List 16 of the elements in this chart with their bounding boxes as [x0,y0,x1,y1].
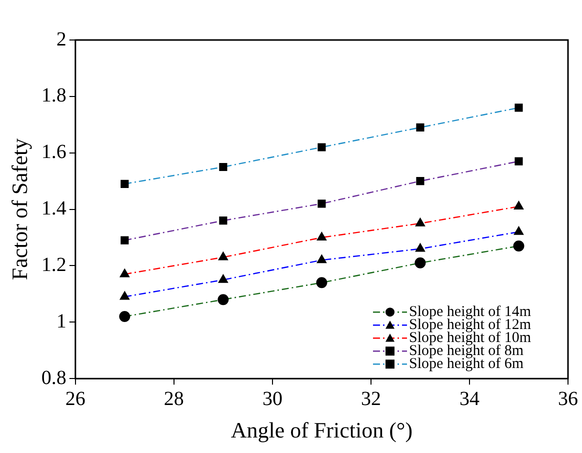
legend-label: Slope height of 6m [409,356,524,372]
y-tick-label: 1.6 [41,141,66,164]
x-tick-label: 30 [262,388,282,410]
x-tick-label: 36 [558,388,578,410]
x-axis-title: Angle of Friction (°) [230,418,413,443]
x-tick-label: 34 [459,388,480,410]
y-tick-label: 1.2 [41,254,66,276]
y-tick-label: 1.8 [41,84,66,107]
x-tick-label: 28 [164,388,184,410]
y-tick-label: 1.4 [41,198,66,220]
y-tick-label: 1 [56,310,66,332]
x-tick-label: 26 [65,388,86,410]
y-tick-label: 2 [56,28,66,50]
y-tick-label: 0.8 [41,366,66,389]
x-tick-label: 32 [360,388,381,410]
y-axis-title: Factor of Safety [6,138,32,280]
